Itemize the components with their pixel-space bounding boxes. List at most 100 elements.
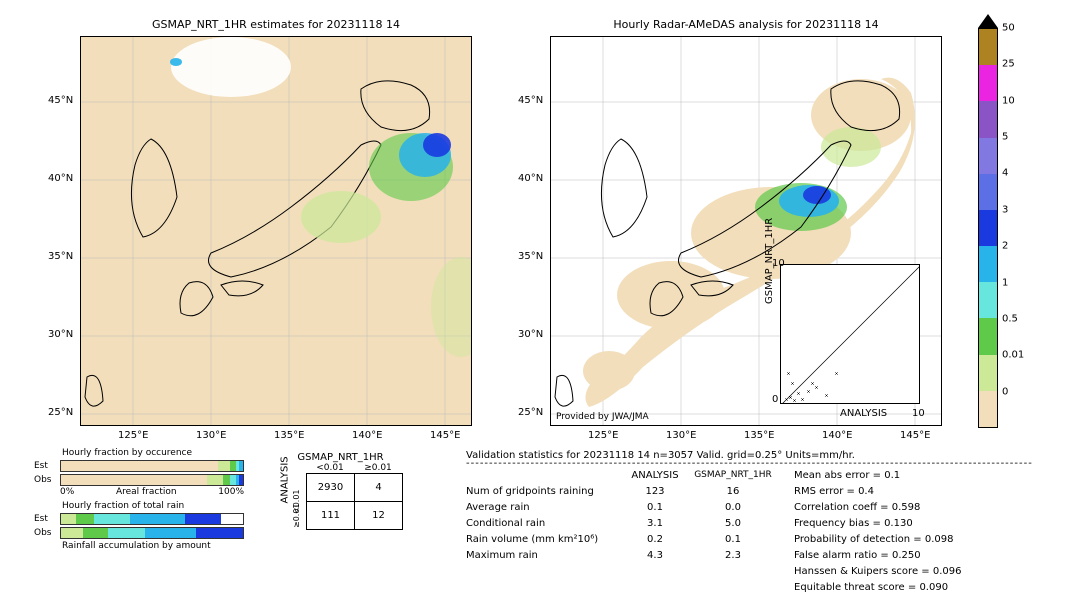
stats-score-value: 0.4 (858, 486, 874, 497)
stats-score-value: 0.598 (892, 502, 921, 513)
stats-score-value: 0.130 (884, 518, 913, 529)
confusion-cell: 12 (355, 502, 403, 530)
stats-score-key: Mean abs error = (794, 470, 881, 481)
stats-col-header: GSMAP_NRT_1HR (690, 468, 776, 484)
confusion-cell: 2930 (307, 474, 355, 502)
colorbar-tick-label: 4 (1002, 168, 1008, 179)
confusion-matrix: GSMAP_NRT_1HR ANALYSIS <0.01 ≥0.01 <0.01… (278, 452, 403, 530)
stats-label: Num of gridpoints raining (466, 484, 620, 500)
colorbar-tick-label: 1 (1002, 277, 1008, 288)
lat-tick: 40°N (48, 173, 73, 184)
map-right-title: Hourly Radar-AMeDAS analysis for 2023111… (550, 18, 942, 31)
fraction-segment (61, 514, 76, 524)
lat-tick: 40°N (518, 173, 543, 184)
colorbar-cells (978, 28, 998, 428)
stats-col-header: ANALYSIS (620, 468, 690, 484)
confusion-cell: 4 (355, 474, 403, 502)
lat-tick: 30°N (48, 329, 73, 340)
stats-score-key: RMS error = (794, 486, 855, 497)
stats-score-row: Correlation coeff = 0.598 (794, 500, 961, 516)
lon-tick: 125°E (588, 430, 618, 441)
stats-row: Num of gridpoints raining12316 (466, 484, 776, 500)
stats-score-key: Correlation coeff = (794, 502, 889, 513)
colorbar-tick-label: 0.01 (1002, 350, 1024, 361)
stats-score-key: Equitable threat score = (794, 582, 916, 593)
fraction-segment (196, 528, 243, 538)
stats-value-analysis: 3.1 (620, 516, 690, 532)
stats-score-row: Mean abs error = 0.1 (794, 468, 961, 484)
lat-tick: 25°N (518, 407, 543, 418)
fraction-segment (239, 475, 243, 485)
fraction-rowlabel: Est (34, 514, 56, 524)
colorbar-tick-label: 0 (1002, 386, 1008, 397)
colorbar-tick-label: 50 (1002, 23, 1015, 34)
stats-value-analysis: 123 (620, 484, 690, 500)
axis-label: Areal fraction (74, 487, 218, 497)
stats-header: Validation statistics for 20231118 14 n=… (466, 450, 1072, 461)
stats-score-value: 0.090 (919, 582, 948, 593)
axis-100: 100% (218, 487, 244, 497)
lon-tick: 145°E (900, 430, 930, 441)
fraction-segment (145, 528, 196, 538)
stats-value-gsmap: 0.1 (690, 532, 776, 548)
lat-tick: 45°N (518, 95, 543, 106)
fraction-bar-totalrain-est (60, 513, 244, 525)
lon-tick: 140°E (822, 430, 852, 441)
stats-score-row: Frequency bias = 0.130 (794, 516, 961, 532)
lat-tick: 25°N (48, 407, 73, 418)
confusion-row-label: ≥0.01 (292, 502, 306, 530)
fraction-segment (239, 461, 243, 471)
colorbar-cell (979, 29, 997, 65)
fraction-title-2: Hourly fraction of total rain (62, 501, 244, 511)
colorbar-tick-label: 10 (1002, 95, 1015, 106)
map-left: GSMAP_NRT_1HR estimates for 20231118 14 (80, 36, 472, 426)
fraction-rowlabel: Obs (34, 475, 56, 485)
scatter-tick: 10 (772, 258, 785, 269)
stats-score-key: Hanssen & Kuipers score = (794, 566, 930, 577)
stats-label: Average rain (466, 500, 620, 516)
lon-tick: 135°E (744, 430, 774, 441)
confusion-cells: 29304 11112 (306, 473, 403, 530)
fraction-bar-totalrain-obs (60, 527, 244, 539)
fraction-segment (185, 514, 221, 524)
colorbar-cell (979, 65, 997, 101)
lon-tick: 130°E (666, 430, 696, 441)
fraction-segment (207, 475, 223, 485)
stats-table: ANALYSIS GSMAP_NRT_1HR Num of gridpoints… (466, 468, 776, 596)
fraction-title-1: Hourly fraction by occurence (62, 448, 244, 458)
scatter-inset: ANALYSIS GSMAP_NRT_1HR 0 10 10 (780, 264, 920, 404)
fraction-segment (61, 475, 207, 485)
stats-score-row: Hanssen & Kuipers score = 0.096 (794, 564, 961, 580)
colorbar-cell (979, 282, 997, 318)
attribution-text: Provided by JWA/JMA (556, 412, 649, 422)
fraction-title-3: Rainfall accumulation by amount (62, 541, 244, 551)
stats-label: Rain volume (mm km²10⁶) (466, 532, 620, 548)
colorbar: 502510543210.50.010 (978, 28, 998, 428)
stats-row: Conditional rain3.15.0 (466, 516, 776, 532)
scatter-tick: 10 (912, 408, 925, 419)
map-left-title: GSMAP_NRT_1HR estimates for 20231118 14 (80, 18, 472, 31)
colorbar-tick-label: 5 (1002, 132, 1008, 143)
colorbar-cell (979, 210, 997, 246)
stats-value-analysis: 0.1 (620, 500, 690, 516)
fraction-segment (94, 514, 130, 524)
stats-score-row: Equitable threat score = 0.090 (794, 580, 961, 596)
stats-score-key: Frequency bias = (794, 518, 881, 529)
colorbar-cell (979, 246, 997, 282)
stats-label: Conditional rain (466, 516, 620, 532)
confusion-col-label: ≥0.01 (354, 463, 402, 473)
stats-row: Average rain0.10.0 (466, 500, 776, 516)
stats-row: Rain volume (mm km²10⁶)0.20.1 (466, 532, 776, 548)
colorbar-cell (979, 355, 997, 391)
stats-value-analysis: 0.2 (620, 532, 690, 548)
map-left-canvas (80, 36, 472, 426)
stats-row: Maximum rain4.32.3 (466, 548, 776, 564)
colorbar-tick-label: 3 (1002, 204, 1008, 215)
stats-value-analysis: 4.3 (620, 548, 690, 564)
fraction-panel: Hourly fraction by occurence Est Obs 0% … (34, 448, 244, 551)
stats-scores: Mean abs error = 0.1 RMS error = 0.4 Corre… (794, 468, 961, 596)
stats-value-gsmap: 2.3 (690, 548, 776, 564)
lat-tick: 35°N (48, 251, 73, 262)
fraction-segment (108, 528, 144, 538)
stats-score-key: Probability of detection = (794, 534, 922, 545)
